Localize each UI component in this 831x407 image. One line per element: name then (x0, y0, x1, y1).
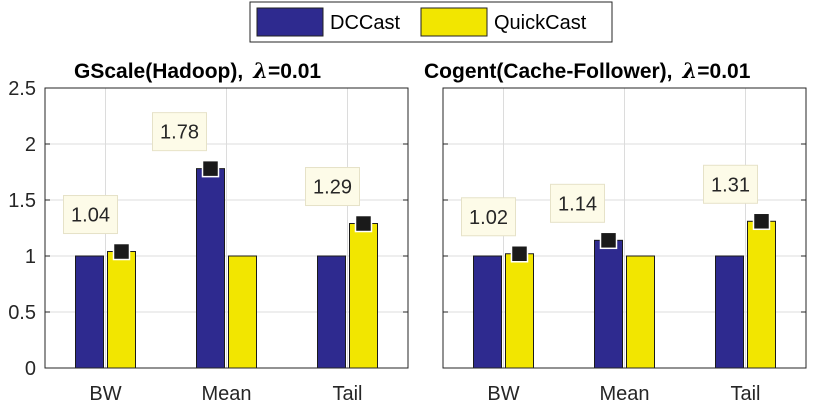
x-tick-label: Tail (332, 383, 362, 405)
legend: DCCast QuickCast (249, 1, 613, 43)
legend-label-dccast: DCCast (330, 12, 400, 34)
annotation-box (703, 164, 758, 204)
y-tick-label: 0.5 (8, 302, 36, 324)
x-tick-label: BW (89, 383, 121, 405)
bar-dccast-mean (196, 168, 225, 369)
annotation-marker (112, 242, 131, 261)
annotation-label: 1.78 (160, 122, 199, 144)
annotation-label: 1.02 (469, 207, 508, 229)
annotation-marker (599, 231, 618, 250)
bar-quickcast-mean (626, 255, 655, 369)
y-tick-label: 0 (25, 358, 36, 380)
bar-quickcast-bw (505, 253, 534, 369)
panel-title-cogent: Cogent(Cache-Follower), λ=0.01 (424, 58, 751, 83)
bar-dccast-tail (715, 255, 744, 369)
y-tick-label: 2.5 (8, 78, 36, 100)
annotation-box (63, 195, 118, 235)
bar-quickcast-bw (107, 251, 136, 369)
annotation-marker (510, 245, 529, 263)
annotation-marker (752, 212, 771, 231)
bar-quickcast-tail (349, 223, 378, 369)
annotation-label: 1.31 (711, 174, 750, 196)
bar-quickcast-tail (747, 220, 776, 369)
bar-quickcast-mean (228, 255, 257, 369)
annotation-marker (354, 214, 373, 233)
annotation-label: 1.14 (558, 193, 597, 215)
x-tick-label: BW (487, 383, 519, 405)
y-tick-label: 2 (25, 134, 36, 156)
annotation-label: 1.04 (71, 205, 110, 227)
bar-dccast-bw (473, 255, 502, 369)
legend-label-quickcast: QuickCast (494, 12, 587, 34)
legend-swatch-dccast (256, 7, 324, 37)
x-tick-label: Mean (599, 383, 649, 405)
annotation-label: 1.29 (313, 177, 352, 199)
x-tick-label: Mean (201, 383, 251, 405)
plot-border (44, 87, 409, 369)
annotation-marker (201, 159, 220, 178)
bar-dccast-tail (317, 255, 346, 369)
panel-cogent-cache-follower: Cogent(Cache-Follower), λ=0.01 1.02 1.14 1.… (424, 58, 807, 405)
y-tick-label: 1.5 (8, 190, 36, 212)
annotation-box (305, 167, 360, 207)
bar-dccast-mean (594, 239, 623, 369)
x-tick-label: Tail (730, 383, 760, 405)
bar-dccast-bw (75, 255, 104, 369)
annotation-box (550, 183, 605, 223)
annotation-box (461, 197, 516, 237)
annotation-box (152, 112, 207, 152)
y-tick-label: 1 (25, 246, 36, 268)
legend-swatch-quickcast (420, 7, 488, 37)
plot-border (442, 87, 807, 369)
panel-gscale-hadoop: GScale(Hadoop), λ=0.01 0 0.5 1 1.5 2 2.5 1.04 1.… (8, 58, 409, 405)
panel-title-gscale: GScale(Hadoop), λ=0.01 (74, 58, 321, 83)
